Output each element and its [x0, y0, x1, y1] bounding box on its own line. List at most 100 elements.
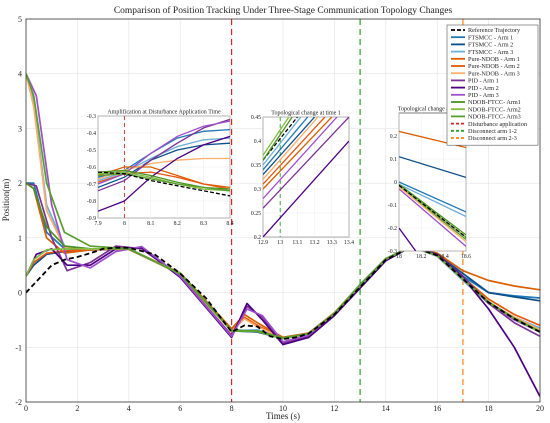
- inset-x-tick-label: 7.9: [94, 221, 101, 227]
- legend-label: NDOB-FTCC- Arm1: [468, 99, 521, 106]
- inset-series-line: [263, 117, 349, 209]
- inset-y-tick-label: 0.25: [251, 211, 261, 217]
- reference-line: [26, 245, 540, 341]
- legend-label: PID - Arm 1: [468, 78, 499, 85]
- inset-series-line: [263, 117, 293, 161]
- legend-label: PID - Arm 3: [468, 92, 499, 99]
- inset-x-tick-label: 8.4: [226, 221, 233, 227]
- y-tick-label: 2: [18, 179, 22, 188]
- y-tick-label: -1: [15, 343, 22, 352]
- inset-series-line: [263, 117, 326, 185]
- inset-series-line: [399, 227, 417, 251]
- inset-x-tick-label: 13: [277, 240, 283, 246]
- inset-y-tick-label: -0.2: [388, 226, 397, 232]
- x-tick-label: 2: [75, 404, 79, 413]
- legend-label: Pure-NDOB - Arm 2: [468, 63, 520, 70]
- y-axis-label: Position(m): [1, 179, 11, 222]
- x-tick-label: 14: [382, 404, 390, 413]
- y-tick-label: 1: [18, 234, 22, 243]
- inset-x-tick-label: 8.1: [147, 221, 154, 227]
- inset-y-tick-label: -0.3: [388, 249, 397, 255]
- y-tick-label: 5: [18, 15, 22, 24]
- inset-series-line: [98, 173, 230, 192]
- chart-title: Comparison of Position Tracking Under Th…: [114, 5, 453, 16]
- inset-y-tick-label: -0.4: [87, 131, 96, 137]
- inset-series-line: [98, 171, 230, 192]
- inset-x-tick-label: 18.6: [461, 254, 471, 260]
- inset-x-tick-label: 8.3: [200, 221, 207, 227]
- inset-series-line: [399, 183, 466, 218]
- inset-series-line: [98, 118, 230, 192]
- inset-x-tick-label: 13.4: [344, 240, 354, 246]
- legend-label: Pure-NDOB - Arm 1: [468, 56, 520, 63]
- inset-x-tick-label: 12.9: [258, 240, 268, 246]
- x-tick-label: 8: [230, 404, 234, 413]
- legend-label: Reference Trajectory: [468, 27, 521, 34]
- inset-series-line: [98, 142, 230, 189]
- inset-series-line: [263, 117, 298, 161]
- inset-x-tick-label: 18.4: [439, 254, 449, 260]
- inset-x-tick-label: 8: [123, 221, 126, 227]
- inset-x-tick-label: 13.3: [327, 240, 337, 246]
- inset-series-line: [263, 117, 290, 156]
- y-tick-label: -2: [15, 398, 22, 407]
- inset-y-tick-label: 0.45: [251, 115, 261, 121]
- inset-title: Amplification at Disturbance Application…: [107, 109, 221, 116]
- inset-series-line: [263, 117, 319, 180]
- x-tick-label: 12: [330, 404, 338, 413]
- y-tick-label: 4: [18, 70, 22, 79]
- inset-series-line: [263, 117, 316, 176]
- inset-series-line: [98, 120, 230, 185]
- inset-y-tick-label: -0.8: [87, 199, 96, 205]
- inset-y-tick-label: 0.2: [254, 235, 261, 241]
- inset-y-tick-label: 0.1: [390, 157, 397, 163]
- inset-y-tick-label: -0.6: [87, 165, 96, 171]
- inset-plot: 7.9 8 8.1 8.2 8.3 8.4 -0.3 -0.4 -0.5 -0.6 -0.7 -0.8…: [87, 109, 234, 228]
- inset-series-line: [399, 184, 466, 238]
- inset-y-tick-label: -0.1: [388, 203, 397, 209]
- inset-series-line: [98, 135, 230, 212]
- inset-y-tick-label: 0.3: [254, 187, 261, 193]
- inset-plots: 7.9 8 8.1 8.2 8.3 8.4 -0.3 -0.4 -0.5 -0.6 -0.7 -0.8…: [87, 107, 471, 261]
- inset-series-line: [263, 117, 333, 190]
- legend-label: FTSMCC - Arm 3: [468, 49, 513, 56]
- x-tick-label: 20: [536, 404, 544, 413]
- inset-y-tick-label: -0.9: [87, 216, 96, 222]
- legend-label: PID - Arm 2: [468, 85, 499, 92]
- x-tick-label: 10: [279, 404, 287, 413]
- legend-label: Disturbance application: [468, 121, 527, 128]
- inset-x-tick-label: 8.2: [174, 221, 181, 227]
- inset-series-line: [399, 181, 466, 213]
- inset-frame: [262, 116, 350, 238]
- legend-label: Pure-NDOB - Arm 3: [468, 70, 520, 77]
- inset-x-tick-label: 13.1: [292, 240, 302, 246]
- legend-label: Disconnect arm 2-3: [468, 135, 517, 142]
- inset-series-line: [399, 188, 466, 247]
- inset-series-line: [263, 117, 338, 200]
- inset-x-tick-label: 13.2: [310, 240, 320, 246]
- plot-frame: [25, 18, 541, 403]
- inset-series-line: [263, 140, 349, 237]
- y-tick-label: 3: [18, 124, 22, 133]
- inset-series-line: [399, 183, 466, 236]
- inset-x-tick-label: 18: [396, 254, 402, 260]
- inset-y-tick-label: -0.5: [87, 148, 96, 154]
- x-tick-label: 6: [178, 404, 182, 413]
- inset-series-line: [399, 156, 466, 179]
- x-axis-label: Times (s): [266, 411, 300, 421]
- inset-x-tick-label: 18.2: [416, 254, 426, 260]
- legend-label: NDOB-FTCC- Arm3: [468, 114, 521, 121]
- inset-y-tick-label: -0.7: [87, 182, 96, 188]
- inset-y-tick-label: 0.4: [254, 139, 261, 145]
- inset-y-tick-label: 0: [394, 180, 397, 186]
- x-tick-label: 4: [127, 404, 131, 413]
- inset-y-tick-label: -0.3: [87, 114, 96, 120]
- legend-label: NDOB-FTCC- Arm2: [468, 106, 521, 113]
- inset-series-line: [399, 186, 466, 243]
- x-tick-label: 16: [433, 404, 441, 413]
- legend-box: [446, 24, 539, 146]
- y-tick-label: 0: [18, 289, 22, 298]
- inset-plot: 18 18.2 18.4 18.6 0.2 0.1 0 -0.1 -0.2 -0.3 Topolog…: [388, 107, 471, 261]
